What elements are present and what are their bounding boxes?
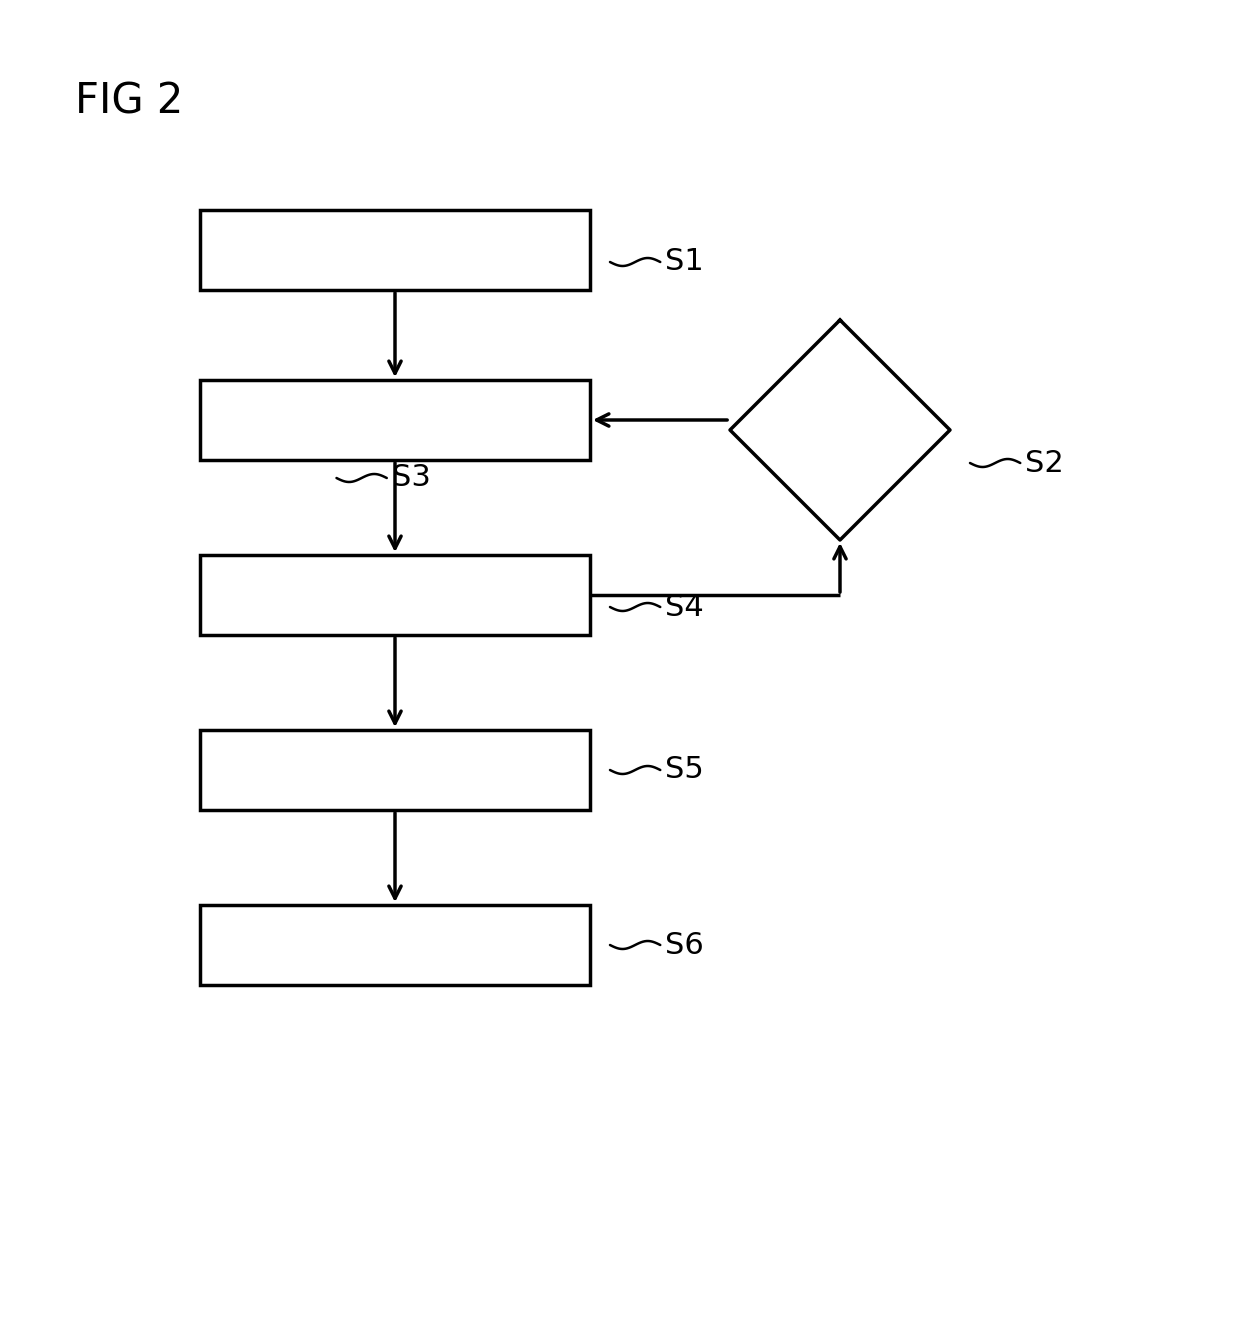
- Bar: [200, 210, 590, 290]
- Bar: [200, 555, 590, 635]
- Bar: [200, 730, 590, 810]
- Text: S2: S2: [1025, 449, 1064, 478]
- Text: S4: S4: [666, 593, 704, 622]
- Bar: [200, 905, 590, 985]
- Text: S3: S3: [392, 463, 430, 493]
- Text: FIG 2: FIG 2: [74, 80, 184, 121]
- Text: S5: S5: [666, 756, 704, 785]
- Text: S1: S1: [666, 247, 704, 276]
- Bar: [200, 380, 590, 461]
- Text: S6: S6: [666, 930, 704, 960]
- Polygon shape: [730, 320, 950, 539]
